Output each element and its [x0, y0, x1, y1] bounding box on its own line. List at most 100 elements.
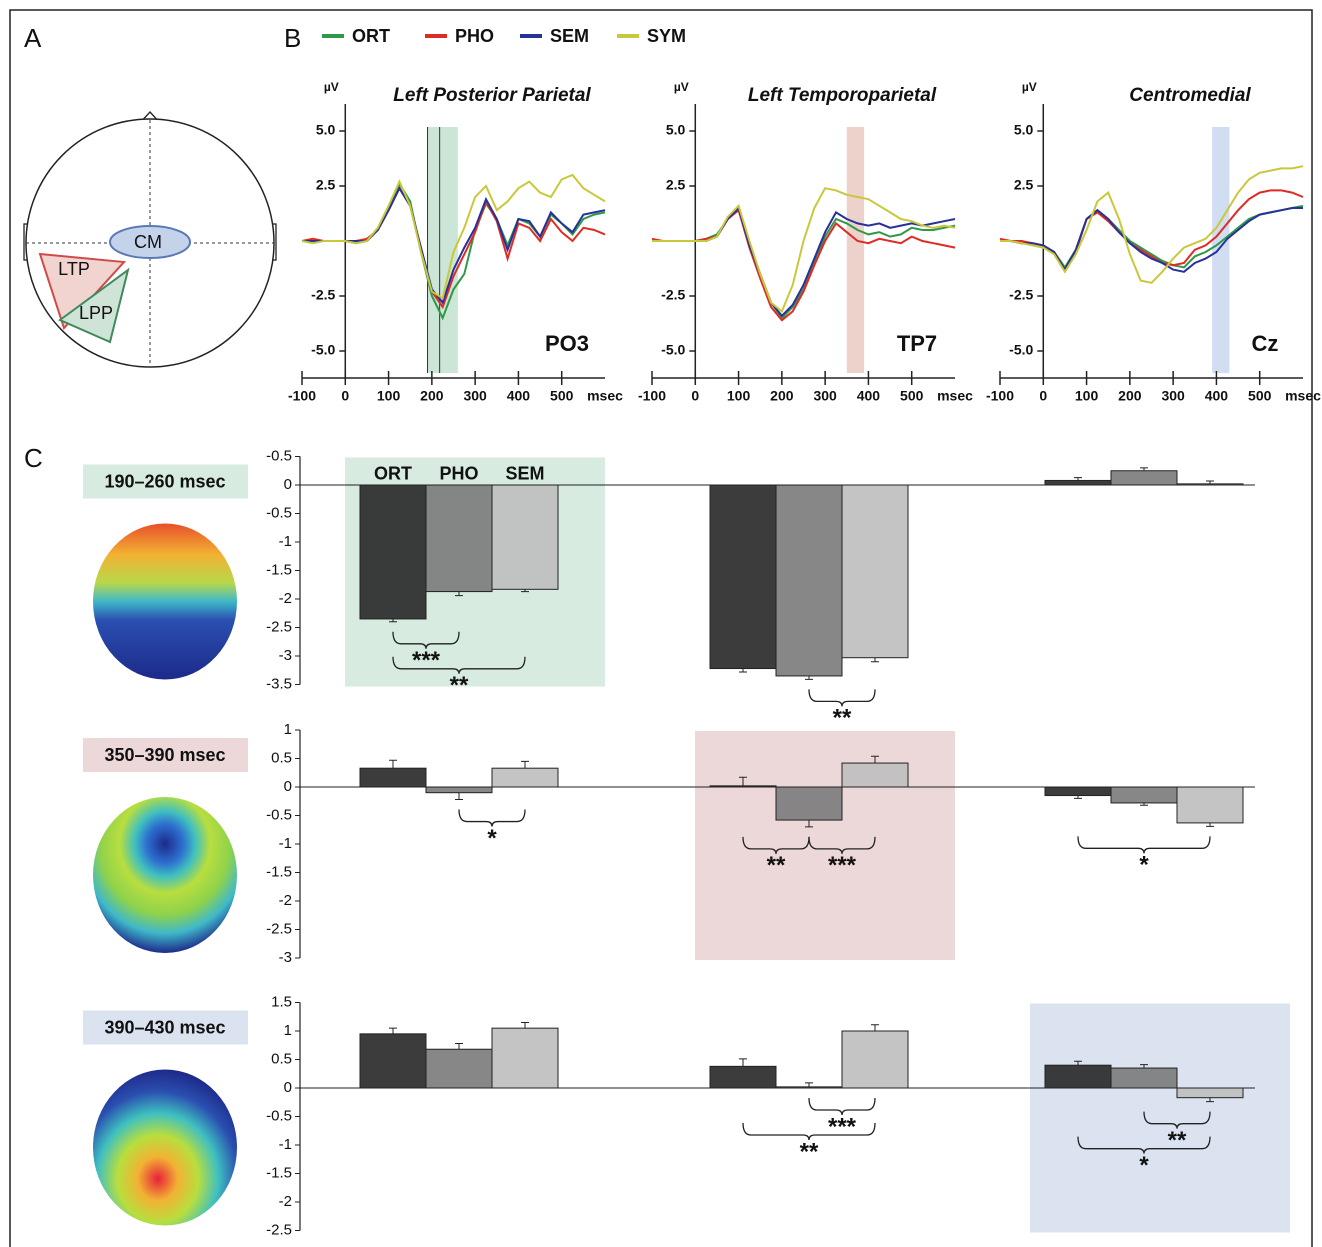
time-window [1212, 127, 1230, 373]
region-label: LTP [58, 259, 90, 279]
highlight-box [695, 731, 955, 960]
x-tick-label: 400 [507, 388, 531, 404]
highlight-box [1030, 1003, 1290, 1233]
x-tick-label: -100 [986, 388, 1014, 404]
y-tick-label: -3 [279, 949, 292, 966]
window-label-box [83, 1010, 248, 1045]
y-tick-label: -2 [279, 1193, 292, 1210]
category-label: PHO [439, 463, 478, 483]
y-tick-label: 0 [284, 778, 292, 795]
y-tick-label: 5.0 [666, 122, 686, 138]
x-tick-label: 500 [550, 388, 574, 404]
y-tick-label: -2.5 [266, 920, 292, 937]
bar-chart: 390–430 msec1.510.50-0.5-1-1.5-2-2.5****… [83, 993, 1290, 1238]
bar [709, 1065, 777, 1089]
bar [775, 1086, 843, 1089]
bar [1044, 1064, 1112, 1089]
significance-label: ** [833, 705, 852, 732]
y-tick-label: -0.5 [266, 447, 292, 464]
x-tick-label: 100 [377, 388, 401, 404]
y-tick-label: -3 [279, 647, 292, 664]
erp-line [302, 186, 606, 305]
y-tick-label: -2 [279, 892, 292, 909]
x-tick-label: 200 [1118, 388, 1142, 404]
category-label: ORT [374, 463, 412, 483]
significance-bracket [392, 631, 460, 649]
x-tick-label: -100 [288, 388, 316, 404]
significance-label: *** [828, 852, 857, 879]
bar [1110, 470, 1178, 486]
category-label: SEM [505, 463, 544, 483]
error-bar [1074, 477, 1082, 481]
erp-chart: 5.0 2.5 -2.5 -5.0 -100 0 100 200 300 400 500 msec µV… [638, 80, 973, 404]
y-tick-label: -3.5 [266, 675, 292, 692]
y-tick-label: 1 [284, 1022, 292, 1039]
time-window [427, 127, 458, 373]
significance-label: ** [450, 672, 469, 699]
error-bar [805, 1082, 813, 1087]
x-tick-label: 400 [857, 388, 881, 404]
x-axis-unit: msec [1285, 388, 1321, 404]
bar [359, 1033, 427, 1089]
error-bar [871, 1024, 879, 1031]
error-bar [739, 776, 747, 786]
bar [359, 484, 427, 620]
error-bar [1074, 1060, 1082, 1066]
y-tick-label: -1 [279, 835, 292, 852]
chart-title: Centromedial [1129, 85, 1251, 106]
significance-label: * [1139, 852, 1149, 879]
y-tick-label: -0.5 [266, 806, 292, 823]
erp-line [652, 187, 956, 314]
significance-label: ** [767, 852, 786, 879]
significance-label: ** [1168, 1127, 1187, 1154]
y-tick-label: 5.0 [316, 122, 336, 138]
error-bar [389, 618, 397, 623]
error-bar [389, 759, 397, 769]
x-tick-label: 200 [420, 388, 444, 404]
error-bar [871, 657, 879, 663]
erp-line [1000, 165, 1304, 284]
y-tick-label: -1 [279, 1136, 292, 1153]
y-tick-label: 0.5 [271, 1050, 292, 1067]
bar [709, 785, 777, 788]
time-window [846, 127, 865, 373]
x-tick-label: 100 [1075, 388, 1099, 404]
significance-bracket [742, 1122, 876, 1141]
x-tick-label: 500 [1248, 388, 1272, 404]
electrode-label: TP7 [897, 331, 937, 356]
error-bar [455, 1043, 463, 1050]
bar [775, 484, 843, 677]
error-bar [1074, 795, 1082, 799]
frame [9, 9, 1313, 1247]
y-tick-label: 2.5 [316, 177, 336, 193]
x-tick-label: 0 [1039, 388, 1047, 404]
bar [841, 762, 909, 788]
x-tick-label: -100 [638, 388, 666, 404]
significance-bracket [808, 1097, 876, 1116]
significance-bracket [1077, 836, 1211, 854]
x-tick-label: 0 [341, 388, 349, 404]
error-bar [455, 792, 463, 801]
significance-bracket [1077, 1136, 1211, 1154]
y-tick-label: -1.5 [266, 863, 292, 880]
x-axis-unit: msec [937, 388, 973, 404]
y-tick-label: -1.5 [266, 561, 292, 578]
panel-label: C [24, 443, 43, 473]
region-label: LPP [79, 303, 113, 323]
erp-line [651, 208, 956, 322]
legend-label: PHO [455, 26, 494, 46]
significance-bracket [392, 656, 526, 674]
erp-chart: 5.0 2.5 -2.5 -5.0 -100 0 100 200 300 400 500 msec µV… [288, 80, 623, 404]
y-axis-unit: µV [1022, 80, 1037, 94]
y-tick-label: -0.5 [266, 504, 292, 521]
topomap [93, 797, 237, 953]
error-bar [455, 591, 463, 597]
error-bar [1140, 467, 1148, 471]
erp-chart: 5.0 2.5 -2.5 -5.0 -100 0 100 200 300 400 500 msec µV… [986, 80, 1321, 404]
x-tick-label: 300 [813, 388, 837, 404]
significance-label: *** [412, 647, 441, 674]
region-cm [109, 225, 191, 259]
